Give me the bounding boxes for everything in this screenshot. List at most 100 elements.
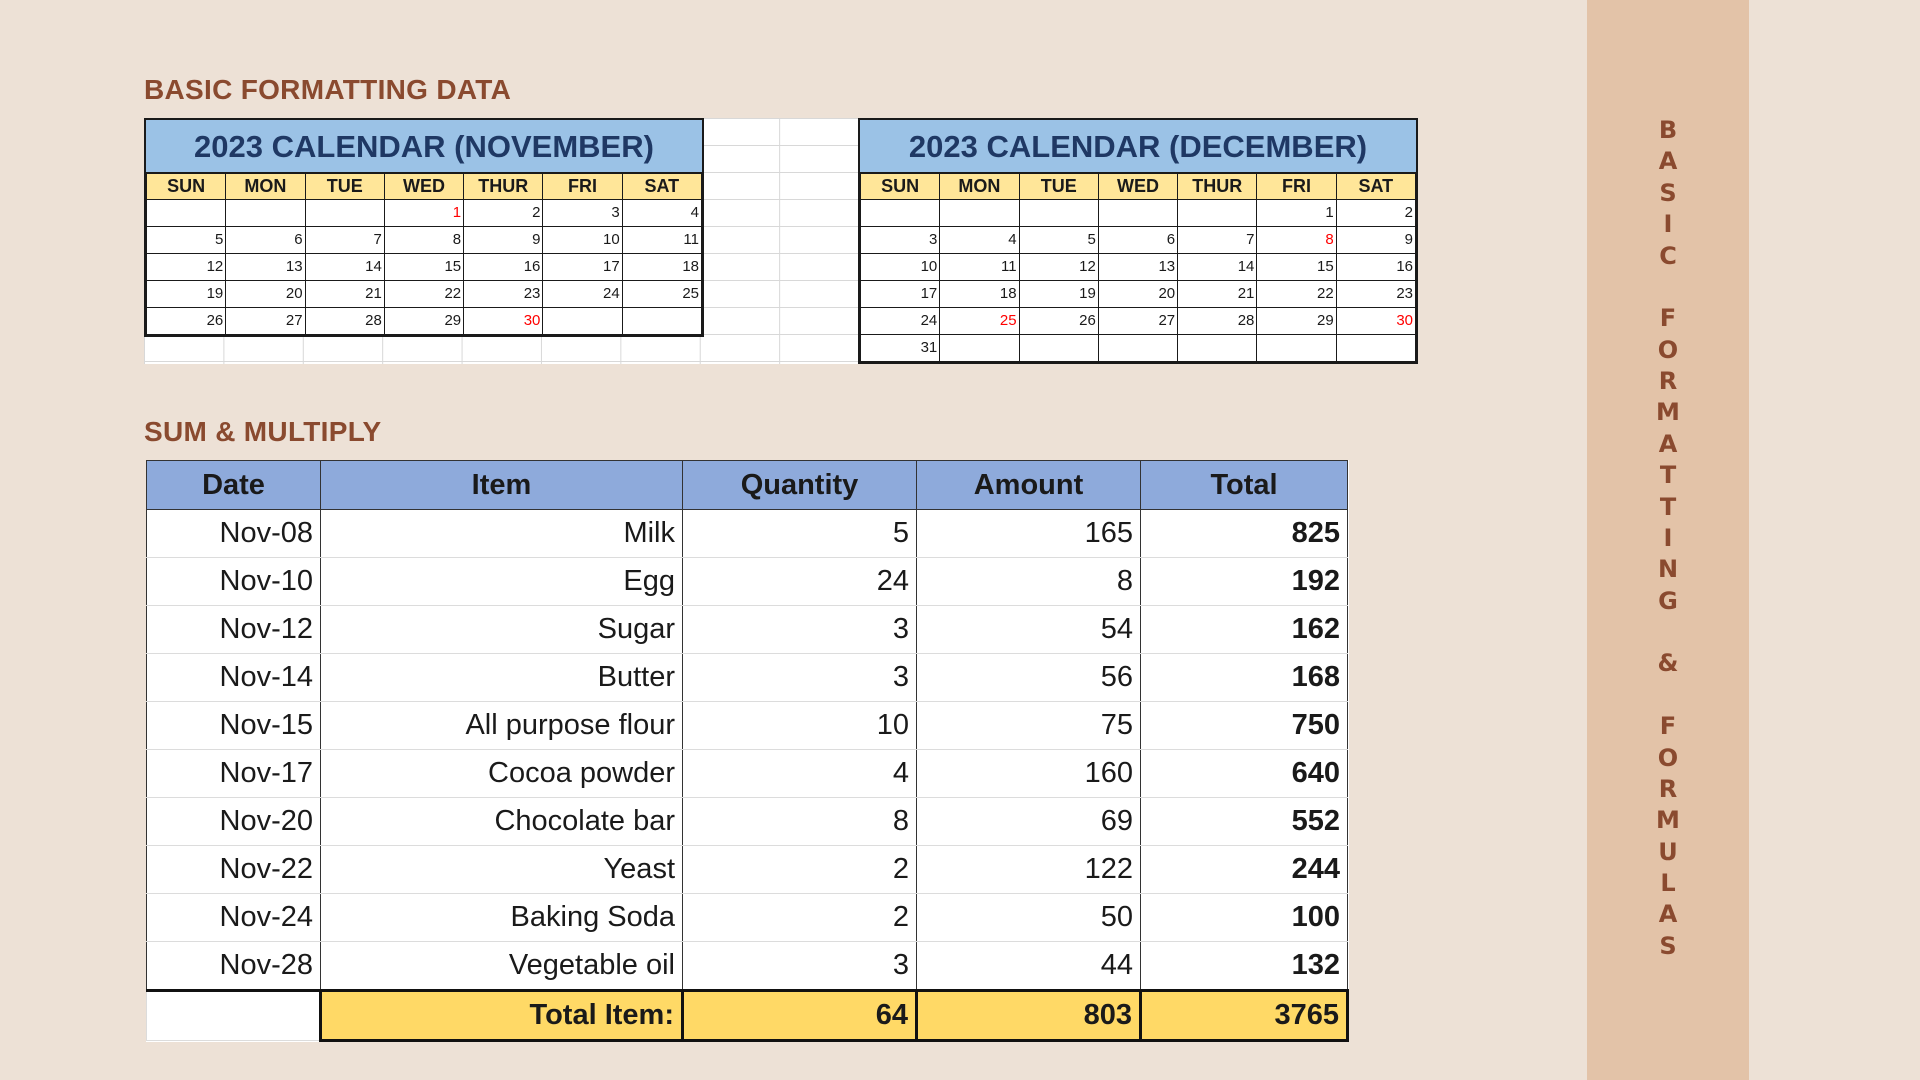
calendar-day-cell[interactable]: 17 [542, 253, 623, 281]
table-cell[interactable]: 122 [916, 845, 1141, 894]
calendar-day-cell[interactable]: 12 [145, 253, 227, 281]
table-cell[interactable]: 3 [682, 653, 917, 702]
calendar-day-cell[interactable]: 5 [145, 226, 227, 254]
calendar-day-cell[interactable]: 21 [304, 280, 385, 308]
calendar-day-cell[interactable]: 2 [463, 199, 544, 227]
total-quantity[interactable]: 64 [681, 989, 918, 1042]
calendar-day-cell[interactable] [621, 307, 703, 335]
calendar-day-cell[interactable]: 11 [939, 253, 1020, 281]
calendar-day-cell[interactable] [1097, 334, 1179, 362]
calendar-day-cell[interactable]: 11 [621, 226, 703, 254]
table-cell[interactable]: Nov-15 [146, 701, 321, 750]
table-cell[interactable]: 162 [1140, 605, 1348, 654]
calendar-day-cell[interactable] [939, 334, 1020, 362]
calendar-day-cell[interactable]: 2 [1335, 199, 1417, 227]
table-cell[interactable]: 10 [682, 701, 917, 750]
calendar-day-cell[interactable] [1018, 334, 1099, 362]
table-cell[interactable]: Sugar [320, 605, 683, 654]
calendar-day-cell[interactable]: 28 [304, 307, 385, 335]
calendar-day-cell[interactable]: 29 [383, 307, 465, 335]
calendar-day-cell[interactable]: 22 [1256, 280, 1337, 308]
calendar-day-cell[interactable]: 26 [1018, 307, 1099, 335]
table-cell[interactable]: 44 [916, 941, 1141, 991]
table-cell[interactable]: Nov-14 [146, 653, 321, 702]
calendar-day-cell[interactable]: 20 [1097, 280, 1179, 308]
calendar-day-cell[interactable]: 14 [304, 253, 385, 281]
calendar-day-cell[interactable]: 13 [1097, 253, 1179, 281]
calendar-day-cell[interactable]: 18 [939, 280, 1020, 308]
table-cell[interactable]: 100 [1140, 893, 1348, 942]
column-header[interactable]: Quantity [682, 460, 917, 510]
calendar-day-cell[interactable]: 10 [542, 226, 623, 254]
calendar-day-cell[interactable] [304, 199, 385, 227]
calendar-day-cell[interactable]: 30 [463, 307, 544, 335]
table-cell[interactable]: Vegetable oil [320, 941, 683, 991]
calendar-day-cell[interactable]: 6 [225, 226, 306, 254]
calendar-day-cell[interactable]: 15 [383, 253, 465, 281]
table-cell[interactable]: 160 [916, 749, 1141, 798]
table-cell[interactable]: Cocoa powder [320, 749, 683, 798]
total-amount[interactable]: 803 [915, 989, 1142, 1042]
table-cell[interactable]: Nov-28 [146, 941, 321, 991]
calendar-day-cell[interactable]: 4 [621, 199, 703, 227]
column-header[interactable]: Total [1140, 460, 1348, 510]
calendar-day-cell[interactable]: 15 [1256, 253, 1337, 281]
calendar-day-cell[interactable] [1018, 199, 1099, 227]
calendar-day-cell[interactable]: 5 [1018, 226, 1099, 254]
table-cell[interactable]: Nov-24 [146, 893, 321, 942]
table-cell[interactable]: Butter [320, 653, 683, 702]
calendar-day-cell[interactable]: 8 [383, 226, 465, 254]
calendar-day-cell[interactable]: 3 [859, 226, 941, 254]
table-cell[interactable]: 3 [682, 605, 917, 654]
calendar-day-cell[interactable] [1335, 334, 1417, 362]
calendar-day-cell[interactable] [542, 307, 623, 335]
calendar-day-cell[interactable]: 31 [859, 334, 941, 362]
table-cell[interactable]: 825 [1140, 509, 1348, 558]
calendar-day-cell[interactable]: 6 [1097, 226, 1179, 254]
table-cell[interactable]: 8 [682, 797, 917, 846]
calendar-day-cell[interactable] [1177, 334, 1258, 362]
calendar-day-cell[interactable] [145, 199, 227, 227]
column-header[interactable]: Item [320, 460, 683, 510]
grand-total[interactable]: 3765 [1139, 989, 1349, 1042]
calendar-day-cell[interactable]: 7 [304, 226, 385, 254]
calendar-day-cell[interactable]: 26 [145, 307, 227, 335]
table-cell[interactable]: 132 [1140, 941, 1348, 991]
table-cell[interactable]: 3 [682, 941, 917, 991]
table-cell[interactable]: 69 [916, 797, 1141, 846]
column-header[interactable]: Date [146, 460, 321, 510]
table-cell[interactable]: Nov-12 [146, 605, 321, 654]
calendar-day-cell[interactable]: 19 [1018, 280, 1099, 308]
table-cell[interactable]: 640 [1140, 749, 1348, 798]
calendar-day-cell[interactable]: 4 [939, 226, 1020, 254]
table-cell[interactable]: Nov-10 [146, 557, 321, 606]
calendar-day-cell[interactable]: 22 [383, 280, 465, 308]
table-cell[interactable]: 5 [682, 509, 917, 558]
calendar-day-cell[interactable]: 27 [1097, 307, 1179, 335]
calendar-day-cell[interactable] [1256, 334, 1337, 362]
table-cell[interactable]: Nov-22 [146, 845, 321, 894]
calendar-day-cell[interactable]: 10 [859, 253, 941, 281]
calendar-day-cell[interactable]: 7 [1177, 226, 1258, 254]
calendar-day-cell[interactable]: 25 [621, 280, 703, 308]
table-cell[interactable]: 4 [682, 749, 917, 798]
calendar-day-cell[interactable]: 16 [1335, 253, 1417, 281]
calendar-day-cell[interactable]: 28 [1177, 307, 1258, 335]
calendar-day-cell[interactable]: 20 [225, 280, 306, 308]
column-header[interactable]: Amount [916, 460, 1141, 510]
calendar-day-cell[interactable] [225, 199, 306, 227]
calendar-day-cell[interactable]: 13 [225, 253, 306, 281]
table-cell[interactable]: 552 [1140, 797, 1348, 846]
calendar-day-cell[interactable]: 19 [145, 280, 227, 308]
calendar-day-cell[interactable]: 16 [463, 253, 544, 281]
table-cell[interactable]: Nov-17 [146, 749, 321, 798]
calendar-day-cell[interactable] [859, 199, 941, 227]
table-cell[interactable]: Milk [320, 509, 683, 558]
calendar-day-cell[interactable]: 17 [859, 280, 941, 308]
table-cell[interactable]: 2 [682, 893, 917, 942]
table-cell[interactable]: 8 [916, 557, 1141, 606]
calendar-day-cell[interactable]: 1 [1256, 199, 1337, 227]
table-cell[interactable]: 2 [682, 845, 917, 894]
table-cell[interactable]: All purpose flour [320, 701, 683, 750]
calendar-day-cell[interactable] [939, 199, 1020, 227]
